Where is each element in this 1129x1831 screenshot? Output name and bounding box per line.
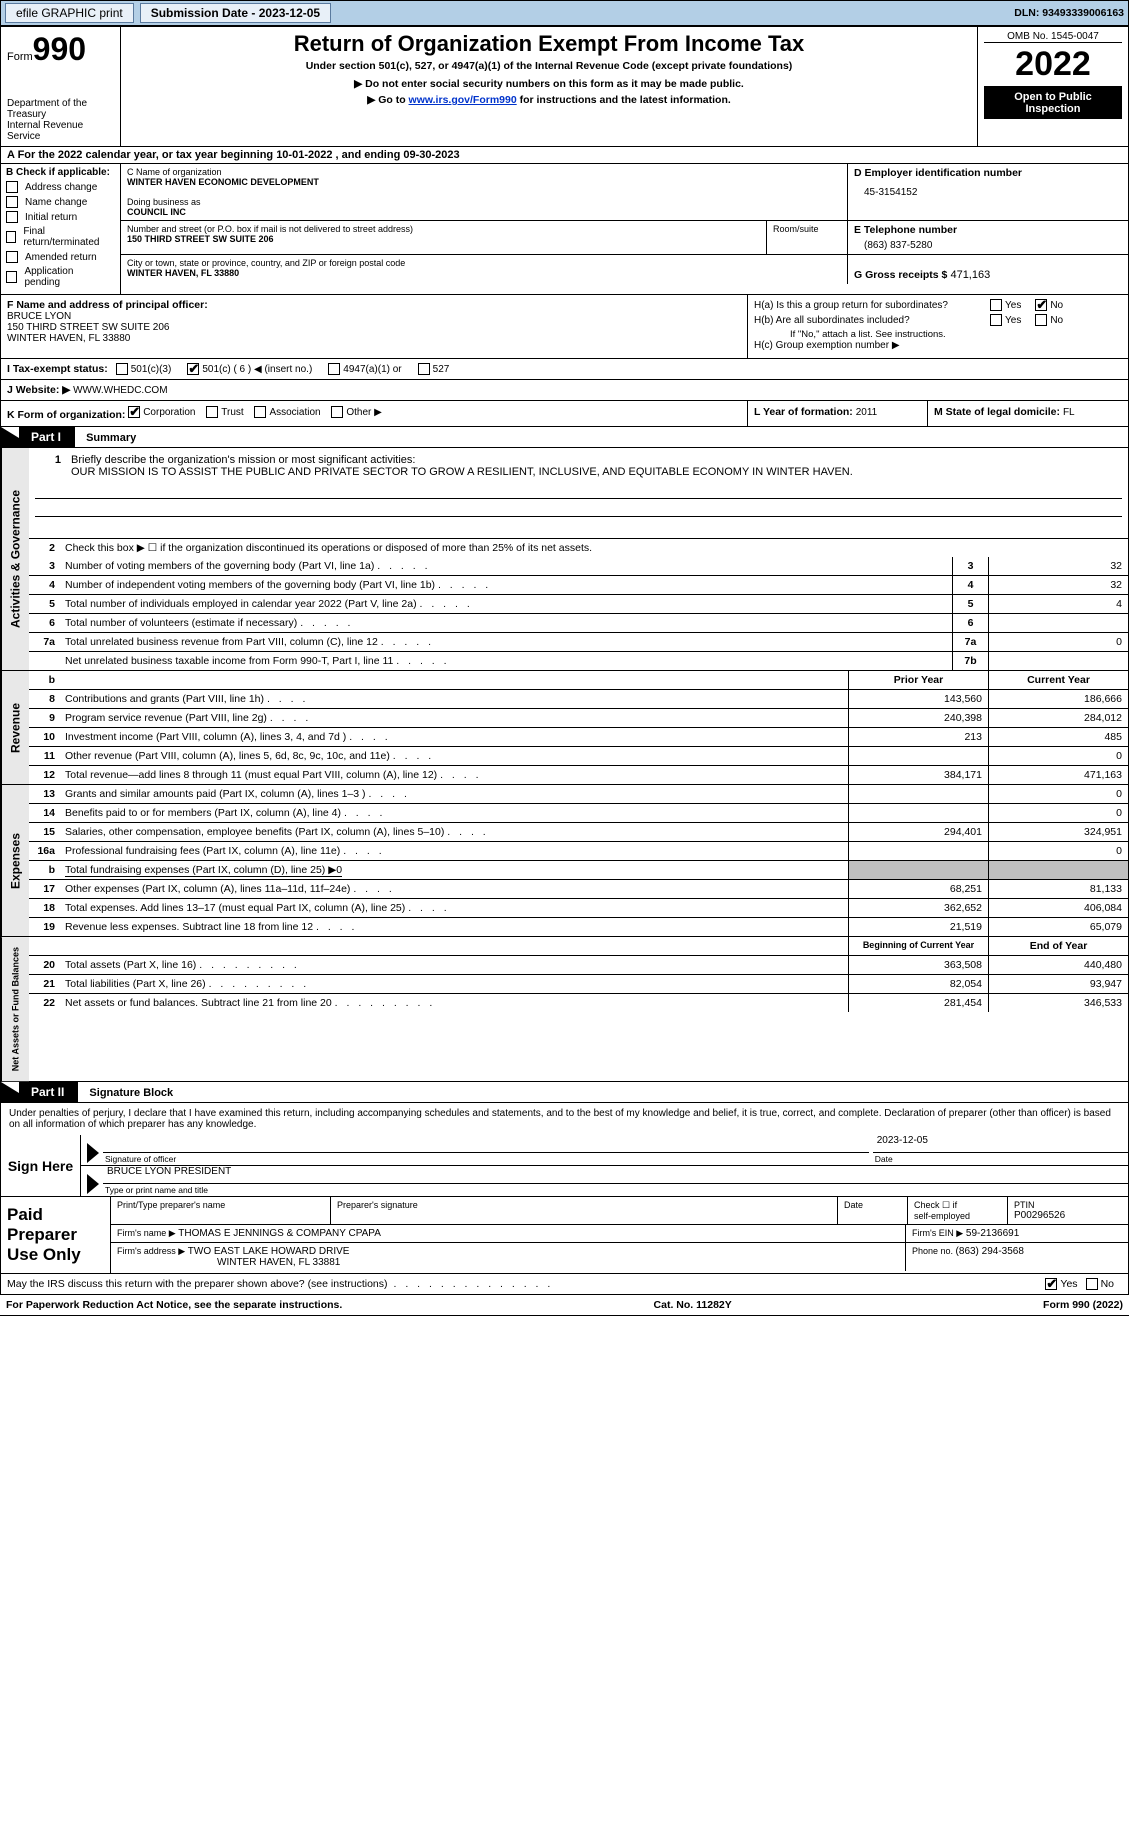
open-inspection: Open to Public Inspection bbox=[984, 86, 1122, 119]
arrow-icon bbox=[87, 1174, 99, 1194]
row-a: A For the 2022 calendar year, or tax yea… bbox=[0, 146, 1129, 163]
submission-date: Submission Date - 2023-12-05 bbox=[140, 3, 331, 23]
tax-year: 2022 bbox=[984, 42, 1122, 86]
gross-receipts: 471,163 bbox=[950, 269, 990, 281]
org-dba: COUNCIL INC bbox=[127, 207, 841, 217]
officer-name: BRUCE LYON bbox=[7, 311, 71, 322]
ein: 45-3154152 bbox=[854, 187, 1122, 198]
discuss-yes[interactable] bbox=[1045, 1278, 1057, 1290]
form-id-cell: Form990 Department of the Treasury Inter… bbox=[1, 27, 121, 146]
ptin: P00296526 bbox=[1014, 1210, 1122, 1221]
ssn-note: ▶ Do not enter social security numbers o… bbox=[127, 78, 971, 90]
goto-line: ▶ Go to www.irs.gov/Form990 for instruct… bbox=[127, 94, 971, 106]
goto-link[interactable]: www.irs.gov/Form990 bbox=[409, 94, 517, 106]
expenses-section: Expenses 13Grants and similar amounts pa… bbox=[0, 785, 1129, 937]
dln-label: DLN: 93493339006163 bbox=[1014, 7, 1124, 19]
discuss-row: May the IRS discuss this return with the… bbox=[0, 1274, 1129, 1295]
penalties-text: Under penalties of perjury, I declare th… bbox=[0, 1103, 1129, 1135]
netassets-section: Net Assets or Fund Balances Beginning of… bbox=[0, 937, 1129, 1082]
part2-header: Part II bbox=[1, 1082, 78, 1102]
irs-label: Internal Revenue Service bbox=[7, 120, 114, 142]
ha-no[interactable] bbox=[1035, 299, 1047, 311]
activities-section: Activities & Governance 1Briefly describ… bbox=[0, 448, 1129, 671]
top-toolbar: efile GRAPHIC print Submission Date - 20… bbox=[0, 0, 1129, 26]
form-title-cell: Return of Organization Exempt From Incom… bbox=[121, 27, 978, 146]
signer-name: BRUCE LYON PRESIDENT bbox=[103, 1166, 1128, 1184]
revenue-section: Revenue b Prior Year Current Year 8Contr… bbox=[0, 671, 1129, 785]
row-j: J Website: ▶ WWW.WHEDC.COM bbox=[0, 380, 1129, 401]
section-b-to-g: B Check if applicable: Address changeNam… bbox=[0, 163, 1129, 295]
org-street: 150 THIRD STREET SW SUITE 206 bbox=[127, 234, 760, 244]
arrow-icon bbox=[87, 1143, 99, 1163]
discuss-no[interactable] bbox=[1086, 1278, 1098, 1290]
phone: (863) 837-5280 bbox=[854, 240, 1122, 251]
row-k: K Form of organization: Corporation Trus… bbox=[0, 401, 1129, 427]
mission-text: OUR MISSION IS TO ASSIST THE PUBLIC AND … bbox=[71, 466, 853, 478]
row-i: I Tax-exempt status: 501(c)(3) 501(c) ( … bbox=[0, 359, 1129, 380]
preparer-block: Paid Preparer Use Only Print/Type prepar… bbox=[0, 1197, 1129, 1274]
section-f-h: F Name and address of principal officer:… bbox=[0, 295, 1129, 359]
omb-cell: OMB No. 1545-0047 2022 Open to Public In… bbox=[978, 27, 1128, 146]
part1-header: Part I bbox=[1, 427, 75, 447]
org-name: WINTER HAVEN ECONOMIC DEVELOPMENT bbox=[127, 177, 841, 187]
ha-yes[interactable] bbox=[990, 299, 1002, 311]
form-subtitle: Under section 501(c), 527, or 4947(a)(1)… bbox=[127, 60, 971, 72]
website: WWW.WHEDC.COM bbox=[73, 385, 167, 396]
sign-here-block: Sign Here Signature of officer 2023-12-0… bbox=[0, 1135, 1129, 1197]
omb-no: OMB No. 1545-0047 bbox=[984, 31, 1122, 42]
form-title: Return of Organization Exempt From Incom… bbox=[127, 31, 971, 57]
col-b: B Check if applicable: Address changeNam… bbox=[1, 164, 121, 294]
efile-label: efile GRAPHIC print bbox=[5, 3, 134, 23]
hb-no[interactable] bbox=[1035, 314, 1047, 326]
mission-block: 1Briefly describe the organization's mis… bbox=[29, 448, 1128, 539]
org-city: WINTER HAVEN, FL 33880 bbox=[127, 268, 841, 278]
form-990: 990 bbox=[33, 31, 86, 67]
form-word: Form bbox=[7, 51, 33, 63]
footer: For Paperwork Reduction Act Notice, see … bbox=[0, 1295, 1129, 1316]
treasury-dept: Department of the Treasury bbox=[7, 98, 114, 120]
firm-name: THOMAS E JENNINGS & COMPANY CPAPA bbox=[178, 1228, 381, 1239]
hb-yes[interactable] bbox=[990, 314, 1002, 326]
